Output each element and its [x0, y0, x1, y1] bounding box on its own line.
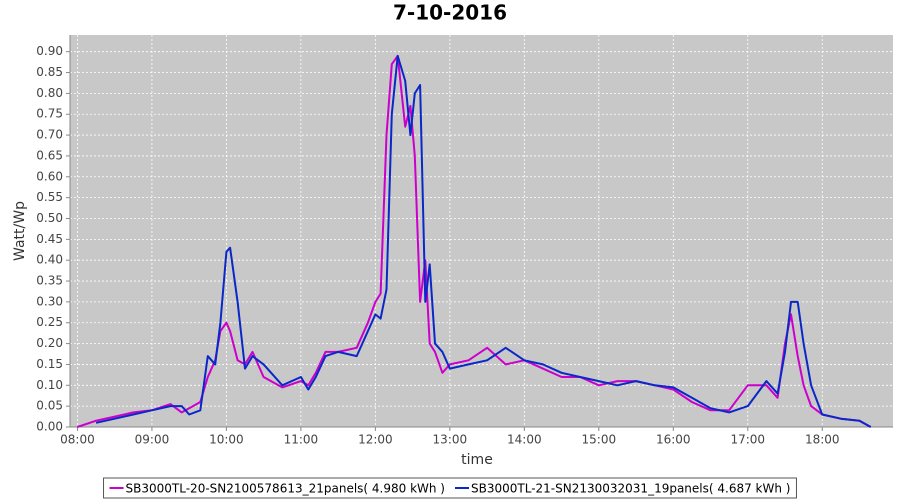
- y-tick-label: 0.75: [36, 107, 63, 121]
- x-tick-label: 14:00: [507, 433, 542, 447]
- legend-label: SB3000TL-20-SN2100578613_21panels( 4.980…: [126, 482, 445, 496]
- x-axis-label: time: [461, 452, 493, 468]
- y-tick-label: 0.65: [36, 148, 63, 162]
- y-tick-label: 0.70: [36, 128, 63, 142]
- x-tick-label: 11:00: [284, 433, 319, 447]
- y-tick-label: 0.15: [36, 357, 63, 371]
- y-tick-label: 0.40: [36, 253, 63, 267]
- x-tick-label: 16:00: [656, 433, 691, 447]
- y-tick-label: 0.55: [36, 190, 63, 204]
- x-tick-label: 08:00: [60, 433, 95, 447]
- y-tick-label: 0.90: [36, 44, 63, 58]
- y-axis-label: Watt/Wp: [12, 201, 28, 261]
- series-line: [95, 54, 872, 428]
- legend-box: [103, 477, 797, 499]
- y-tick-label: 0.30: [36, 294, 63, 308]
- legend-label: SB3000TL-21-SN2130032031_19panels( 4.687…: [471, 482, 790, 496]
- x-tick-label: 18:00: [805, 433, 840, 447]
- y-tick-label: 0.35: [36, 274, 63, 288]
- y-tick-label: 0.50: [36, 211, 63, 225]
- y-tick-label: 0.60: [36, 169, 63, 183]
- y-tick-label: 0.85: [36, 65, 63, 79]
- y-tick-label: 0.00: [36, 420, 63, 434]
- x-tick-label: 13:00: [433, 433, 468, 447]
- x-tick-label: 09:00: [135, 433, 170, 447]
- x-tick-label: 17:00: [730, 433, 765, 447]
- y-tick-label: 0.80: [36, 86, 63, 100]
- x-tick-label: 15:00: [582, 433, 617, 447]
- y-tick-label: 0.05: [36, 399, 63, 413]
- y-tick-label: 0.45: [36, 232, 63, 246]
- y-tick-label: 0.25: [36, 315, 63, 329]
- y-tick-label: 0.20: [36, 336, 63, 350]
- grid: 0.00 0.05 0.10 0.15 0.20 0.25 0.30 0.35 0.40 0.45…: [36, 35, 893, 447]
- x-tick-label: 10:00: [209, 433, 244, 447]
- lines: [77, 54, 872, 428]
- y-tick-label: 0.10: [36, 378, 63, 392]
- chart-title: 7-10-2016: [393, 1, 507, 25]
- legend: SB3000TL-20-SN2100578613_21panels( 4.980…: [103, 477, 797, 499]
- series-line: [77, 54, 872, 428]
- plot-area: [70, 35, 893, 427]
- x-tick-label: 12:00: [358, 433, 393, 447]
